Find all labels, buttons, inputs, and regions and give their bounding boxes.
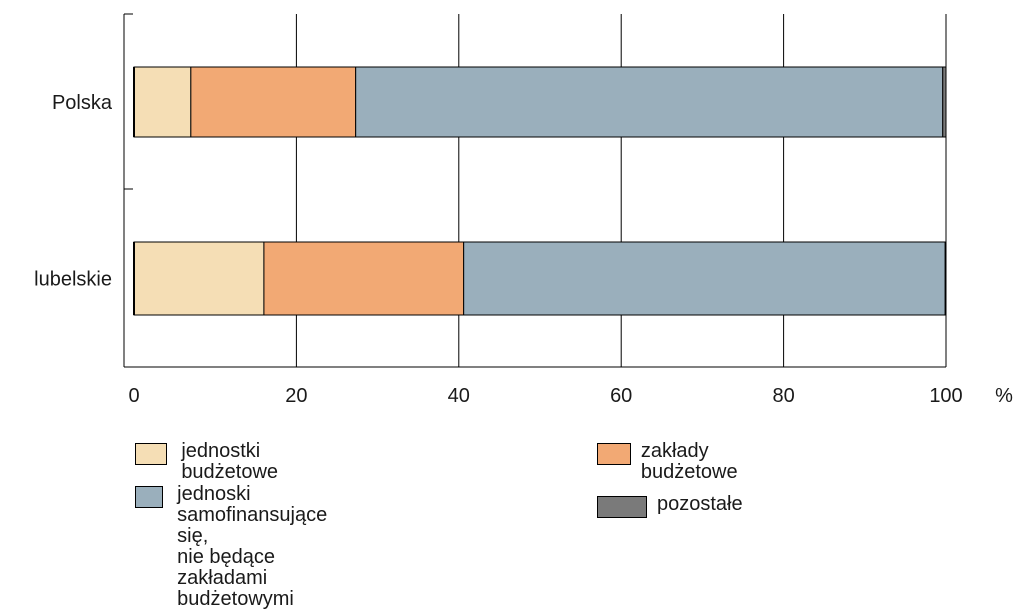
- x-tick-label: 100: [929, 385, 962, 407]
- bar-segment: [463, 241, 946, 316]
- category-label: Polska: [52, 92, 113, 114]
- legend-label: jednoski samofinansujące się, nie będące…: [177, 483, 328, 610]
- stacked-bar-chart: Polska lubelskie 0 20 40 60 80 100%: [34, 13, 1013, 407]
- x-tick-label: 60: [610, 385, 632, 407]
- legend-item-jednostki-budzetowe: jednostki budżetowe: [135, 441, 296, 483]
- bar-segment: [133, 241, 265, 316]
- x-tick-label: 20: [285, 385, 307, 407]
- legend-item-zaklady-budzetowe: zakłady budżetowe: [597, 441, 754, 483]
- x-unit-label: %: [995, 385, 1013, 407]
- x-tick-label: 40: [448, 385, 470, 407]
- x-tick-label: 80: [772, 385, 794, 407]
- bar-segment: [263, 241, 465, 316]
- x-tick-label: 0: [128, 385, 139, 407]
- bar-segment: [190, 66, 357, 138]
- legend-label: pozostałe: [657, 493, 743, 515]
- category-label: lubelskie: [34, 269, 112, 291]
- bar-segment: [942, 66, 947, 138]
- legend-label: zakłady budżetowe: [640, 440, 738, 483]
- legend-item-pozostale: pozostałe: [597, 494, 743, 518]
- legend-swatch: [135, 486, 164, 508]
- legend-item-jednostki-samofinansujace: jednoski samofinansujące się, nie będące…: [135, 484, 349, 610]
- legend-label: jednostki budżetowe: [181, 440, 279, 483]
- bar-segment: [944, 241, 947, 316]
- legend-swatch: [597, 443, 631, 465]
- legend-swatch: [597, 496, 647, 518]
- bar-segment: [133, 66, 192, 138]
- legend-swatch: [135, 443, 168, 465]
- bar-segment: [355, 66, 944, 138]
